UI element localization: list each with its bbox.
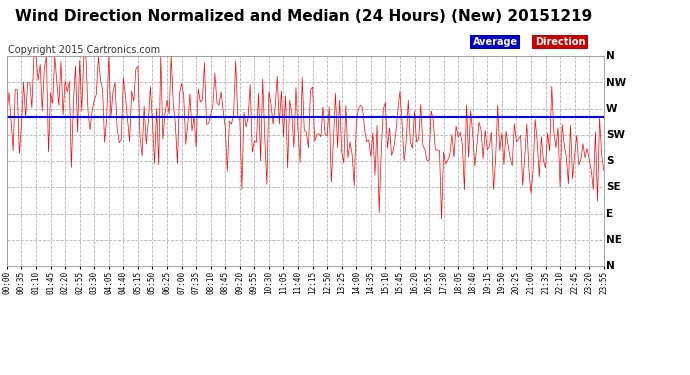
Text: N: N [606,51,615,61]
Text: NE: NE [606,235,622,245]
Text: SW: SW [606,130,625,140]
Text: Average: Average [473,37,518,47]
Text: W: W [606,104,618,114]
Text: Direction: Direction [535,37,585,47]
Text: NW: NW [606,78,626,87]
Text: Copyright 2015 Cartronics.com: Copyright 2015 Cartronics.com [8,45,160,55]
Text: SE: SE [606,183,620,192]
Text: Wind Direction Normalized and Median (24 Hours) (New) 20151219: Wind Direction Normalized and Median (24… [15,9,592,24]
Text: S: S [606,156,613,166]
Text: N: N [606,261,615,271]
Text: E: E [606,209,613,219]
